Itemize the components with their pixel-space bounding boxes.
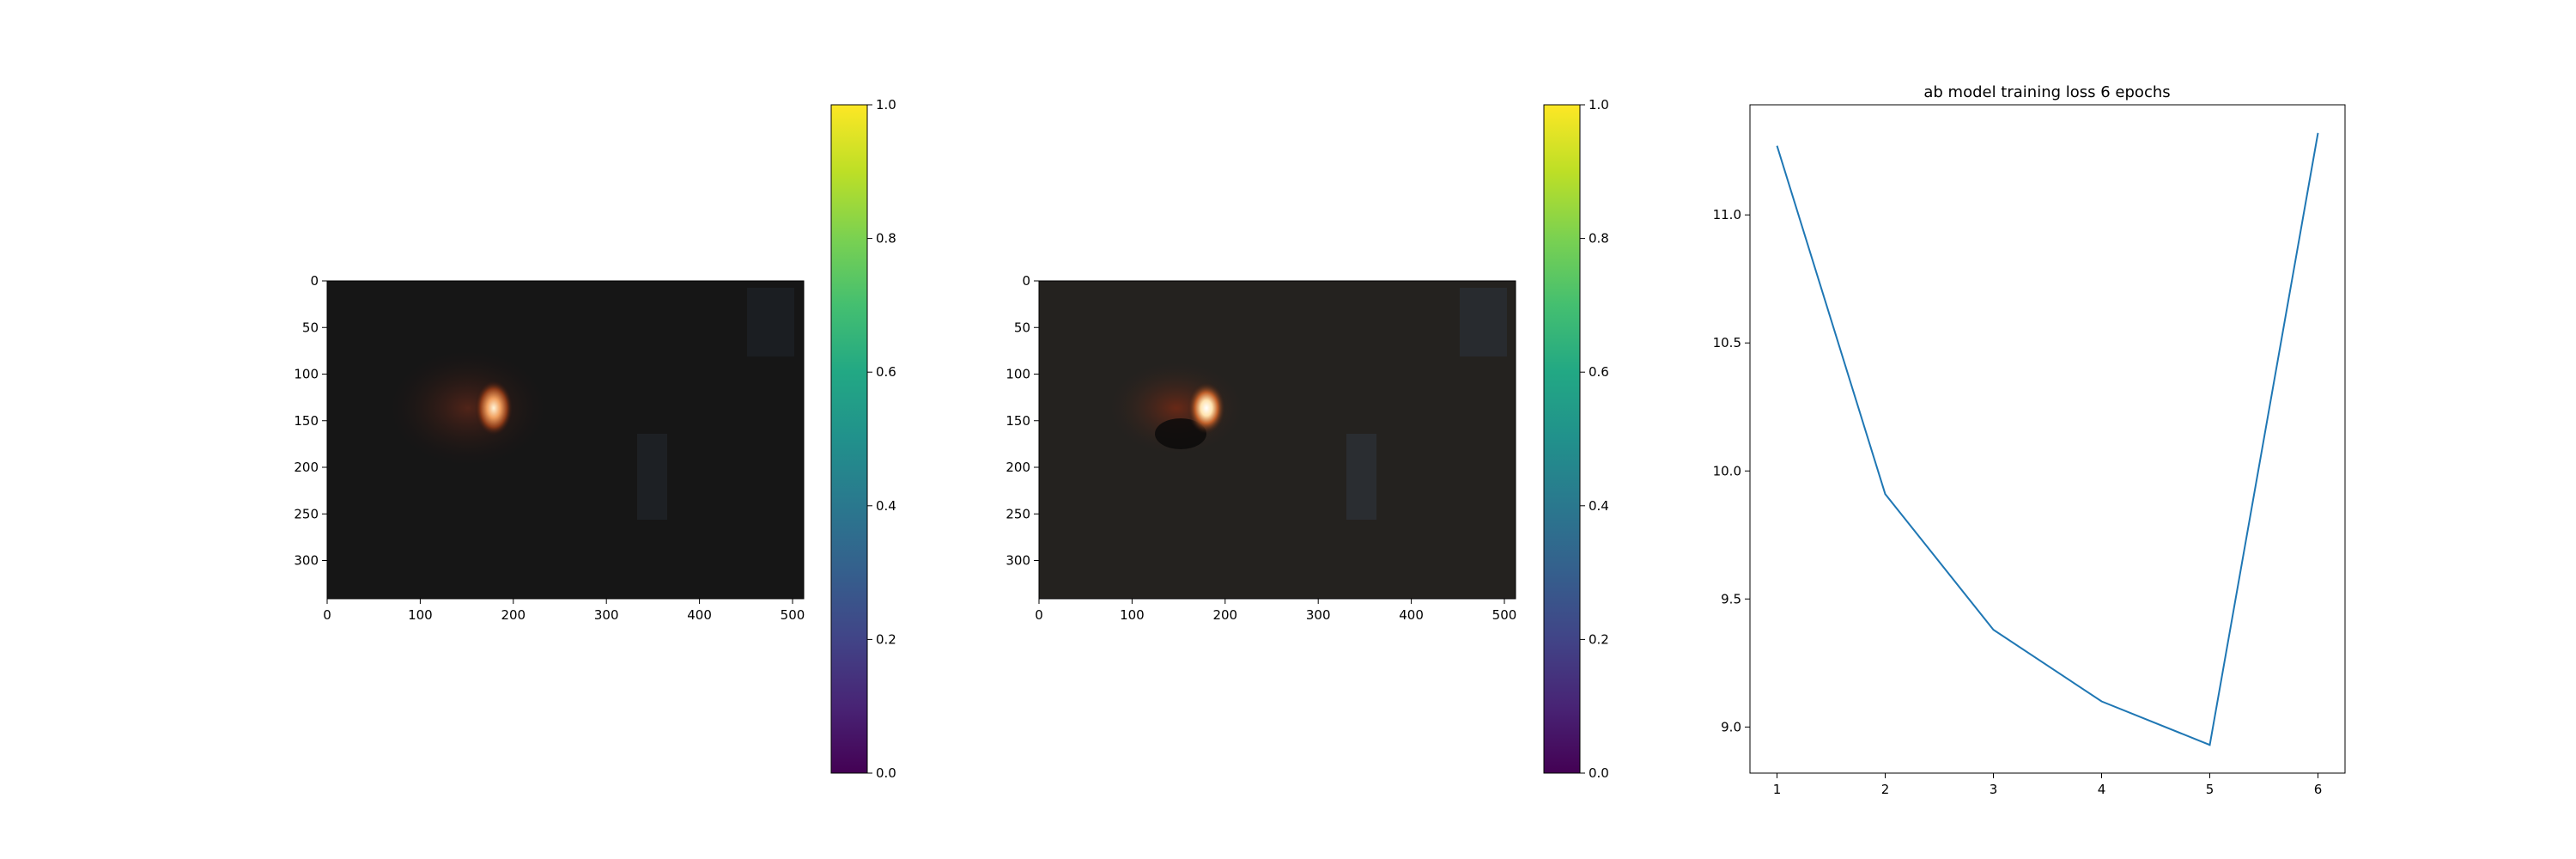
colorbar-1-tick-label: 1.0 bbox=[876, 97, 896, 113]
image-1-background bbox=[327, 281, 804, 599]
colorbar-1-gradient bbox=[830, 104, 868, 774]
image-2-x-tick-label: 200 bbox=[1212, 607, 1237, 623]
x-tick-label: 3 bbox=[1990, 782, 1998, 797]
colorbar-1-tick-label: 0.0 bbox=[876, 765, 896, 781]
x-tick-label: 5 bbox=[2206, 782, 2215, 797]
y-tick-label: 9.0 bbox=[1721, 719, 1741, 734]
image-2-y-tick-label: 300 bbox=[1005, 553, 1030, 569]
colorbar-2: 0.0 0.2 0.4 0.6 0.8 1.0 bbox=[1543, 97, 1609, 781]
image-2-y-axis: 0 50 100 150 200 250 300 bbox=[1005, 273, 1039, 569]
colorbar-1-tick-label: 0.2 bbox=[876, 631, 896, 647]
colorbar-2-gradient bbox=[1543, 104, 1581, 774]
image-1-frame bbox=[326, 280, 805, 600]
plot-area bbox=[1749, 104, 2346, 774]
y-tick-label: 10.0 bbox=[1713, 463, 1741, 478]
image-1-y-tick-label: 100 bbox=[294, 367, 319, 382]
image-1-y-axis: 0 50 100 150 200 250 300 bbox=[294, 273, 327, 569]
y-tick-label: 11.0 bbox=[1713, 207, 1741, 222]
image-1-x-tick-label: 300 bbox=[594, 607, 619, 623]
image-1-light-glow bbox=[386, 348, 550, 468]
image-2-frame bbox=[1038, 280, 1516, 600]
colorbar-2-tick-label: 0.6 bbox=[1589, 364, 1609, 380]
image-1-y-tick-label: 0 bbox=[310, 273, 319, 289]
image-2-shadow-shape bbox=[1346, 434, 1376, 520]
image-1-x-tick-label: 500 bbox=[781, 607, 805, 623]
x-tick-label: 2 bbox=[1881, 782, 1890, 797]
image-2-lightbulb bbox=[1188, 382, 1225, 434]
image-1-x-tick-label: 200 bbox=[501, 607, 526, 623]
image-1-lightbulb bbox=[475, 381, 513, 436]
image-panel-2: 0 100 200 300 400 500 0 50 100 150 200 250 300 bbox=[1005, 273, 1516, 623]
image-2-y-tick-label: 250 bbox=[1005, 506, 1030, 521]
image-1-y-tick-label: 200 bbox=[294, 460, 319, 475]
x-tick-label: 4 bbox=[2098, 782, 2106, 797]
colorbar-1-ticks: 0.0 0.2 0.4 0.6 0.8 1.0 bbox=[867, 97, 896, 781]
image-1-y-tick-label: 50 bbox=[302, 320, 319, 335]
x-tick-label: 6 bbox=[2314, 782, 2323, 797]
x-axis: 1 2 3 4 5 6 bbox=[1773, 773, 2323, 797]
image-1-shadow-shape bbox=[637, 434, 667, 520]
image-2-x-tick-label: 100 bbox=[1120, 607, 1145, 623]
colorbar-1-tick-label: 0.4 bbox=[876, 498, 896, 514]
colorbar-2-tick-label: 0.2 bbox=[1589, 631, 1609, 647]
image-1-x-axis: 0 100 200 300 400 500 bbox=[323, 599, 805, 623]
colorbar-1-tick-label: 0.6 bbox=[876, 364, 896, 380]
image-2-x-tick-label: 500 bbox=[1492, 607, 1517, 623]
image-2-corner-shape bbox=[1460, 288, 1507, 356]
image-2-y-tick-label: 0 bbox=[1022, 273, 1030, 289]
image-2-y-tick-label: 50 bbox=[1014, 320, 1030, 335]
chart-title: ab model training loss 6 epochs bbox=[1923, 83, 2170, 101]
image-1-x-tick-label: 100 bbox=[408, 607, 433, 623]
x-tick-label: 1 bbox=[1773, 782, 1782, 797]
y-axis: 9.0 9.5 10.0 10.5 11.0 bbox=[1713, 207, 1750, 734]
image-1-y-tick-label: 300 bbox=[294, 553, 319, 569]
image-panel-1: 0 100 200 300 400 500 0 50 100 150 200 250 300 bbox=[294, 273, 805, 623]
image-2-x-axis: 0 100 200 300 400 500 bbox=[1035, 599, 1516, 623]
colorbar-1: 0.0 0.2 0.4 0.6 0.8 1.0 bbox=[830, 97, 896, 781]
colorbar-2-tick-label: 0.8 bbox=[1589, 231, 1609, 247]
image-2-y-tick-label: 150 bbox=[1005, 413, 1030, 429]
image-1-x-tick-label: 0 bbox=[323, 607, 331, 623]
image-2-x-tick-label: 300 bbox=[1306, 607, 1331, 623]
image-1-x-tick-label: 400 bbox=[687, 607, 712, 623]
image-2-x-tick-label: 400 bbox=[1399, 607, 1424, 623]
colorbar-2-ticks: 0.0 0.2 0.4 0.6 0.8 1.0 bbox=[1580, 97, 1609, 781]
image-1-corner-shape bbox=[747, 288, 794, 356]
image-1-y-tick-label: 250 bbox=[294, 506, 319, 521]
image-2-y-tick-label: 100 bbox=[1005, 367, 1030, 382]
colorbar-2-tick-label: 0.0 bbox=[1589, 765, 1609, 781]
image-2-y-tick-label: 200 bbox=[1005, 460, 1030, 475]
image-1-y-tick-label: 150 bbox=[294, 413, 319, 429]
y-tick-label: 9.5 bbox=[1721, 591, 1741, 606]
loss-chart: ab model training loss 6 epochs 1 2 3 4 5 6 9… bbox=[1713, 83, 2346, 797]
y-tick-label: 10.5 bbox=[1713, 335, 1741, 350]
colorbar-2-tick-label: 0.4 bbox=[1589, 498, 1609, 514]
series-line-loss bbox=[1776, 132, 2319, 746]
image-2-background bbox=[1039, 281, 1516, 599]
colorbar-2-tick-label: 1.0 bbox=[1589, 97, 1609, 113]
image-2-x-tick-label: 0 bbox=[1035, 607, 1043, 623]
colorbar-1-tick-label: 0.8 bbox=[876, 231, 896, 247]
